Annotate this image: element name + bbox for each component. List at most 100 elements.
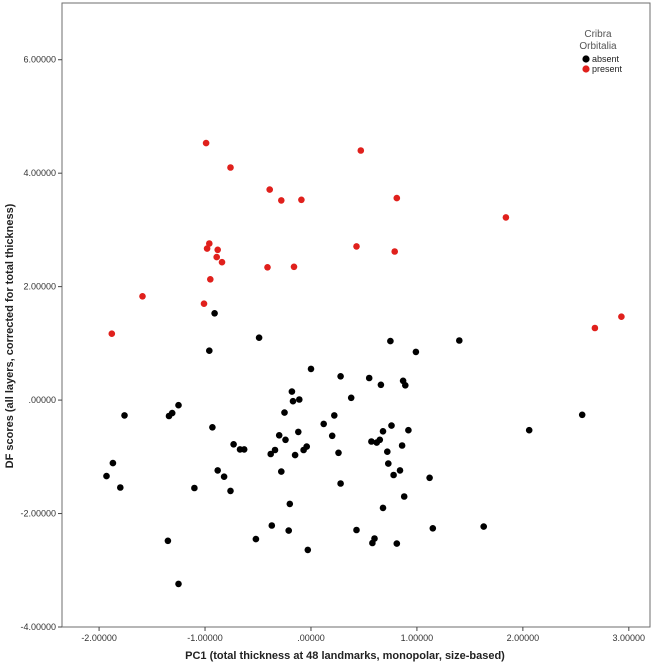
point-absent <box>278 468 285 475</box>
point-absent <box>275 432 283 439</box>
point-absent <box>252 535 260 543</box>
point-present <box>353 243 360 250</box>
point-present <box>290 263 298 271</box>
point-present <box>391 248 399 255</box>
point-absent <box>320 420 328 428</box>
point-absent <box>240 446 248 453</box>
point-present <box>139 293 146 300</box>
point-absent <box>347 394 355 402</box>
point-absent <box>369 539 376 547</box>
x-tick-label: -1.00000 <box>187 633 223 643</box>
point-absent <box>525 426 533 434</box>
plot-border <box>61 2 651 628</box>
point-present <box>618 313 625 321</box>
legend-title-line-1: Cribra <box>584 29 612 40</box>
point-present <box>207 276 214 283</box>
x-tick-label: .00000 <box>297 633 325 643</box>
point-absent <box>285 527 293 534</box>
point-absent <box>281 409 288 416</box>
point-present <box>298 196 305 204</box>
data-points <box>103 139 625 588</box>
point-absent <box>328 432 336 440</box>
plot-frame <box>61 2 651 628</box>
point-present <box>202 139 210 147</box>
point-present <box>203 245 211 252</box>
point-absent <box>175 401 182 409</box>
point-present <box>264 264 271 271</box>
point-absent <box>109 459 117 467</box>
point-absent <box>405 426 412 434</box>
point-absent <box>304 546 312 554</box>
point-absent <box>255 334 263 342</box>
point-absent <box>307 365 315 373</box>
point-absent <box>429 525 437 532</box>
point-absent <box>368 438 375 445</box>
point-absent <box>400 493 408 500</box>
point-present <box>278 197 285 204</box>
legend-label-absent: absent <box>592 54 620 64</box>
point-absent <box>390 471 397 479</box>
point-absent <box>396 467 404 474</box>
point-absent <box>379 504 387 512</box>
y-axis-title: DF scores (all layers, corrected for tot… <box>4 203 16 468</box>
point-absent <box>385 460 392 467</box>
legend-label-present: present <box>592 64 623 74</box>
point-present <box>591 324 599 332</box>
point-present <box>108 330 116 338</box>
point-absent <box>379 428 387 435</box>
legend: Cribra Orbitalia absent present <box>579 29 622 74</box>
point-absent <box>296 396 303 403</box>
point-absent <box>227 487 234 495</box>
point-present <box>213 253 220 261</box>
axis-ticks: -2.00000 -1.00000 .00000 1.00000 2.00000 3.00… <box>20 55 645 643</box>
point-absent <box>402 382 409 389</box>
point-absent <box>337 373 344 380</box>
point-absent <box>426 474 433 482</box>
point-absent <box>282 436 289 444</box>
point-absent <box>456 337 463 344</box>
point-absent <box>121 412 128 419</box>
point-absent <box>393 540 401 547</box>
point-present <box>357 147 365 154</box>
point-absent <box>211 310 218 317</box>
point-present <box>206 240 213 247</box>
point-absent <box>191 484 198 492</box>
point-absent <box>291 451 299 459</box>
point-absent <box>271 446 279 454</box>
point-absent <box>335 449 342 457</box>
legend-marker-absent <box>582 55 590 63</box>
legend-title-line-2: Orbitalia <box>579 41 617 52</box>
point-present <box>227 164 234 171</box>
point-present <box>200 300 208 308</box>
y-tick-label: 6.00000 <box>23 55 56 65</box>
point-absent <box>164 537 172 545</box>
point-absent <box>337 480 344 487</box>
point-absent <box>398 442 406 449</box>
point-absent <box>353 526 360 534</box>
point-absent <box>288 388 296 395</box>
point-absent <box>578 411 586 419</box>
point-absent <box>412 348 420 356</box>
point-absent <box>230 441 237 448</box>
y-tick-label: 2.00000 <box>23 282 56 292</box>
point-absent <box>206 347 213 355</box>
point-absent <box>214 467 221 474</box>
point-absent <box>220 473 228 481</box>
point-absent <box>303 443 311 450</box>
point-present <box>502 214 510 221</box>
point-absent <box>268 522 276 529</box>
point-absent <box>384 448 391 456</box>
point-absent <box>267 450 275 458</box>
point-absent <box>289 397 297 405</box>
point-present <box>266 186 274 193</box>
x-tick-label: 2.00000 <box>507 633 540 643</box>
y-tick-label: 4.00000 <box>23 168 56 178</box>
y-tick-label: -2.00000 <box>20 509 56 519</box>
x-axis-title: PC1 (total thickness at 48 landmarks, mo… <box>185 650 505 662</box>
x-tick-label: 3.00000 <box>613 633 646 643</box>
point-absent <box>168 409 176 417</box>
x-tick-label: -2.00000 <box>81 633 117 643</box>
point-present <box>214 246 221 254</box>
